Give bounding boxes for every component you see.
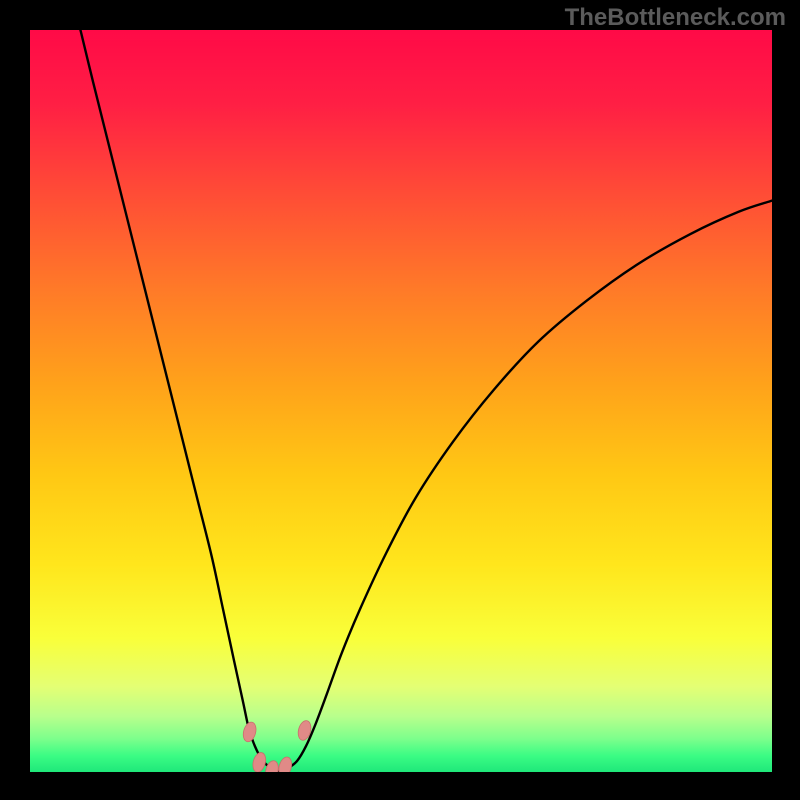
watermark-text: TheBottleneck.com	[565, 4, 786, 32]
chart-background	[30, 30, 772, 772]
bottleneck-chart	[30, 30, 772, 772]
chart-stage: TheBottleneck.com	[0, 0, 800, 800]
